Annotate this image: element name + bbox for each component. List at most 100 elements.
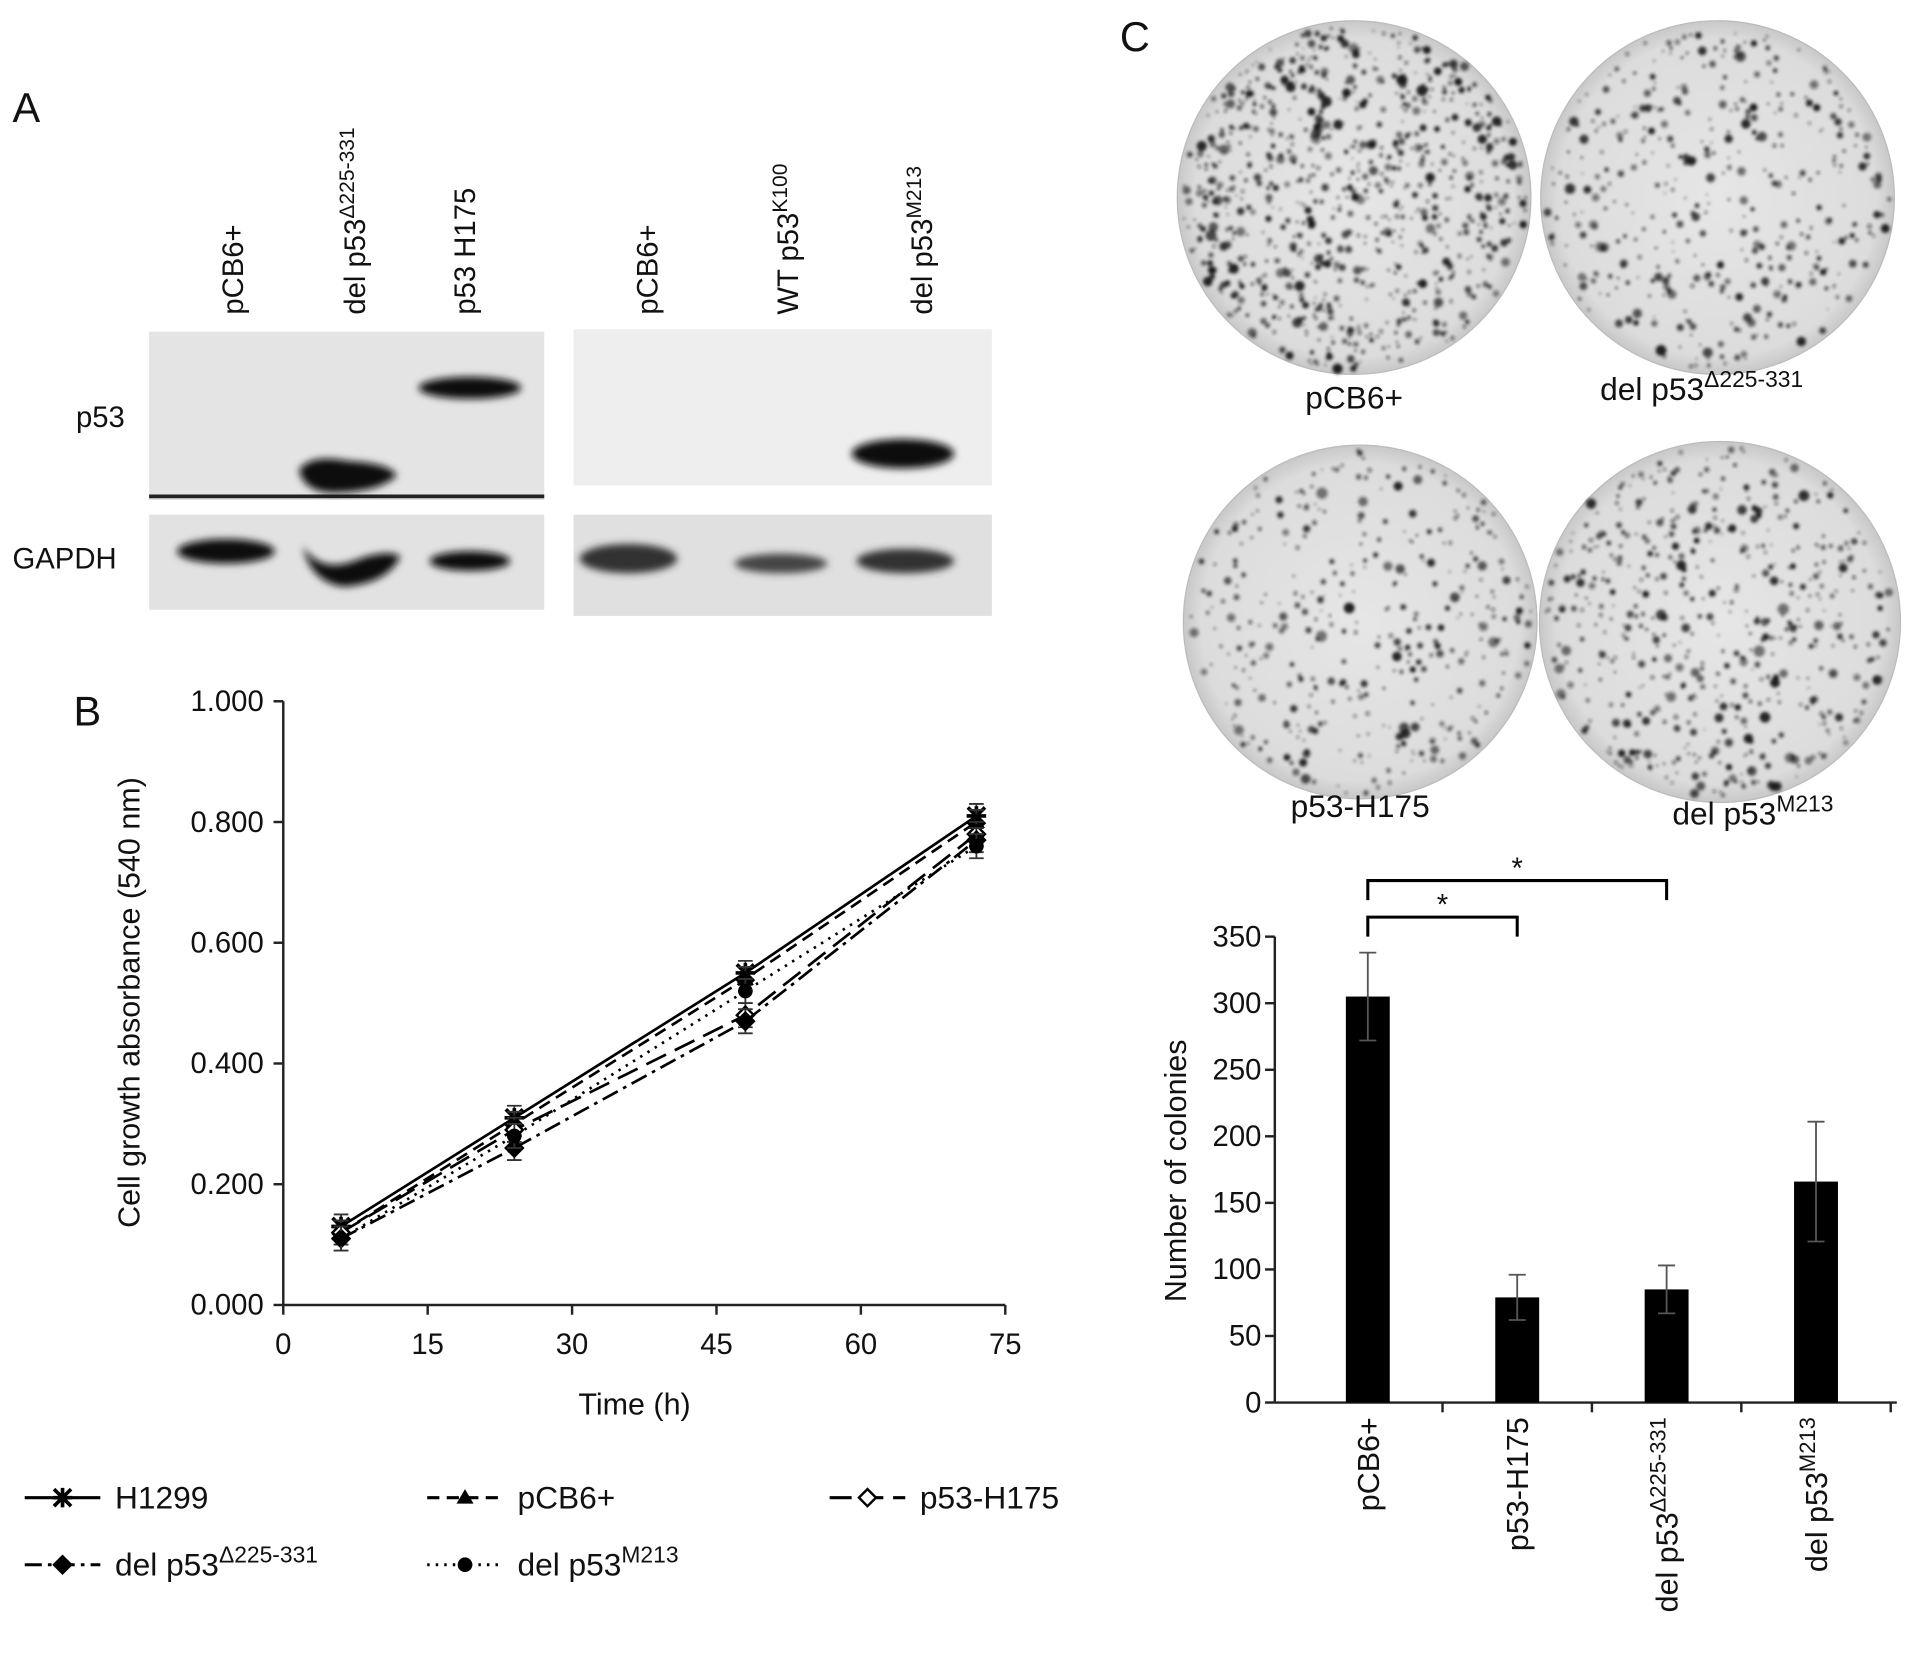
colony [1260, 292, 1265, 297]
colony [1752, 574, 1756, 578]
colony [1725, 763, 1733, 771]
colony [1196, 140, 1207, 152]
colony [1444, 737, 1447, 740]
colony [1333, 119, 1343, 130]
colony [1750, 334, 1757, 340]
colony [1664, 535, 1667, 538]
colony [1307, 39, 1316, 48]
colony [1216, 181, 1224, 189]
colony [1264, 82, 1272, 89]
colony [1195, 158, 1198, 161]
colony [1271, 86, 1276, 91]
lane-label: pCB6+ [633, 224, 665, 314]
colony [1664, 182, 1668, 186]
colony [1616, 494, 1620, 498]
colony [1824, 68, 1828, 73]
colony [1365, 298, 1368, 301]
colony [1197, 166, 1201, 169]
colony [1649, 73, 1656, 80]
colony [1477, 238, 1480, 241]
colony [1393, 581, 1398, 585]
colony [1231, 294, 1236, 299]
colony [1393, 638, 1401, 646]
colony [1281, 622, 1289, 631]
colony [1735, 107, 1739, 111]
colony [1479, 103, 1483, 106]
colony [1255, 77, 1260, 81]
colony [1551, 166, 1554, 170]
colony [1314, 280, 1318, 284]
colony [1837, 272, 1840, 276]
colony [1353, 759, 1356, 763]
colony [1315, 711, 1318, 714]
colony [1300, 83, 1308, 90]
colony [1662, 354, 1667, 359]
colony [1628, 484, 1632, 487]
colony [1406, 315, 1412, 320]
colony [1517, 196, 1521, 199]
colony [1658, 137, 1661, 140]
colony [1491, 116, 1502, 127]
panel-letter: B [74, 688, 102, 735]
colony [1692, 501, 1699, 507]
legend-label-base: del p53 [517, 1547, 621, 1583]
colony [1718, 100, 1727, 109]
colony [1480, 521, 1485, 526]
colony [1492, 512, 1496, 516]
colony [1606, 656, 1610, 660]
colony [1475, 111, 1479, 116]
colony [1410, 701, 1413, 704]
colony [1726, 165, 1732, 170]
colony [1357, 753, 1363, 758]
colony [1808, 643, 1814, 649]
colony [1695, 357, 1698, 360]
colony [1790, 92, 1795, 96]
colony [1333, 295, 1340, 302]
colony [1438, 169, 1442, 172]
x-tick-label: 0 [275, 1329, 291, 1361]
colony [1365, 711, 1370, 716]
colony [1366, 732, 1370, 736]
colony [1745, 610, 1748, 613]
colony [1294, 280, 1305, 292]
colony [1193, 247, 1197, 251]
colony [1354, 349, 1357, 352]
colony [1564, 201, 1568, 204]
colony [1724, 278, 1731, 285]
colony [1352, 145, 1356, 149]
colony [1220, 599, 1226, 604]
colony [1579, 231, 1587, 239]
colony [1376, 121, 1383, 128]
colony [1735, 715, 1739, 719]
colony [1632, 656, 1635, 659]
colony [1326, 305, 1333, 311]
legend-label-base: del p53 [115, 1547, 219, 1583]
marker [456, 1489, 474, 1504]
colony [1764, 505, 1767, 508]
colony [1438, 276, 1444, 282]
colony [1292, 235, 1296, 238]
colony [1706, 357, 1710, 361]
colony [1837, 545, 1844, 552]
colony [1312, 727, 1319, 735]
colony [1447, 80, 1453, 86]
colony [1201, 202, 1207, 208]
colony [1263, 652, 1270, 659]
colony [1839, 164, 1843, 168]
colony [1302, 203, 1306, 208]
colony [1397, 149, 1404, 156]
colony [1777, 514, 1783, 520]
colony [1263, 477, 1268, 482]
colony [1693, 753, 1696, 756]
colony [1751, 668, 1754, 671]
colony [1391, 165, 1397, 171]
colony [1592, 500, 1595, 503]
colony [1225, 107, 1228, 111]
colony [1642, 684, 1644, 687]
colony [1445, 245, 1449, 249]
colony [1743, 41, 1746, 44]
colony [1314, 617, 1318, 621]
colony [1223, 576, 1232, 585]
colony [1272, 330, 1277, 334]
colony [1275, 258, 1281, 264]
